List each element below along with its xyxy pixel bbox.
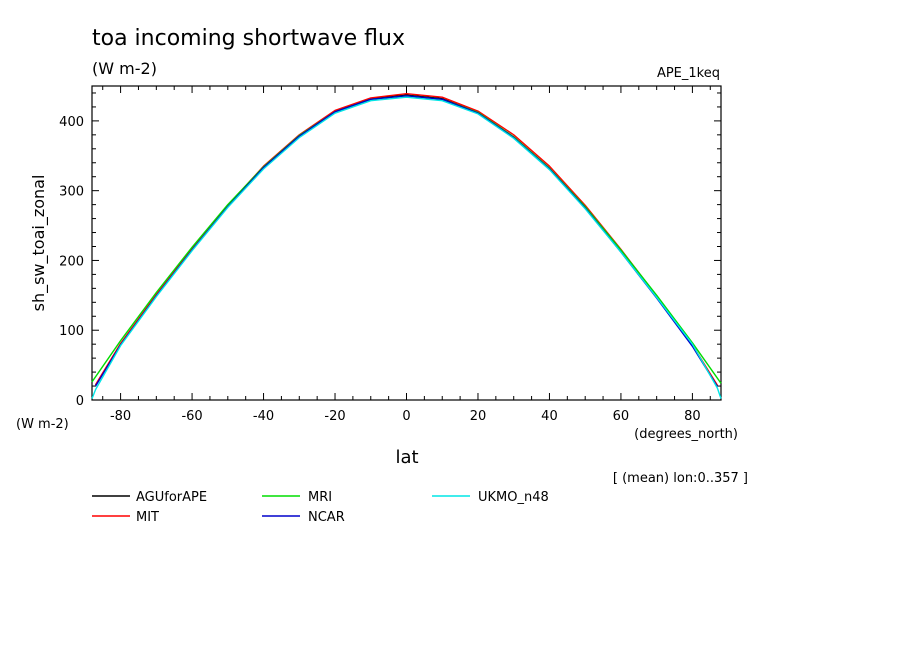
x-tick-label: 80 — [684, 409, 701, 424]
x-tick-label: 60 — [613, 409, 630, 424]
chart-units: (W m-2) — [92, 59, 157, 78]
legend-label-UKMO_n48: UKMO_n48 — [478, 490, 549, 505]
x-tick-label: 0 — [402, 409, 410, 424]
experiment-label: APE_1keq — [657, 66, 720, 81]
chart-title: toa incoming shortwave flux — [92, 26, 405, 51]
x-tick-label: -40 — [253, 409, 274, 424]
y-tick-labels: 0 100 200 300 400 — [59, 115, 84, 409]
x-tick-label: -80 — [110, 409, 131, 424]
legend-label-NCAR: NCAR — [308, 510, 345, 525]
legend-label-MIT: MIT — [136, 510, 159, 525]
y-tick-label: 300 — [59, 185, 84, 200]
series-line-UKMO_n48 — [91, 96, 722, 399]
y-tick-label: 0 — [76, 394, 84, 409]
series-lines — [91, 92, 722, 399]
legend: AGUforAPE MIT MRI NCAR UKMO_n48 — [92, 490, 549, 525]
x-tick-label: -60 — [181, 409, 202, 424]
x-tick-label: 20 — [470, 409, 487, 424]
x-tick-label: 40 — [541, 409, 558, 424]
series-line-NCAR — [95, 95, 718, 388]
x-tick-label: -20 — [324, 409, 345, 424]
axis-ticks — [92, 86, 721, 401]
y-axis-label: sh_sw_toai_zonal — [29, 175, 49, 312]
plot-frame — [91, 85, 722, 401]
x-axis-units: (degrees_north) — [634, 427, 738, 442]
x-axis-label: lat — [395, 447, 418, 468]
y-tick-label: 100 — [59, 324, 84, 339]
series-line-MIT — [95, 92, 718, 386]
x-tick-labels: -80 -60 -40 -20 0 20 40 60 80 — [110, 409, 701, 424]
legend-label-MRI: MRI — [308, 490, 332, 505]
y-tick-label: 400 — [59, 115, 84, 130]
y-axis-units: (W m-2) — [16, 417, 69, 432]
legend-label-AGUforAPE: AGUforAPE — [136, 490, 207, 505]
series-line-MRI — [91, 95, 722, 384]
averaging-note: [ (mean) lon:0..357 ] — [613, 471, 748, 486]
y-tick-label: 200 — [59, 254, 84, 269]
series-line-AGUforAPE — [95, 94, 718, 387]
